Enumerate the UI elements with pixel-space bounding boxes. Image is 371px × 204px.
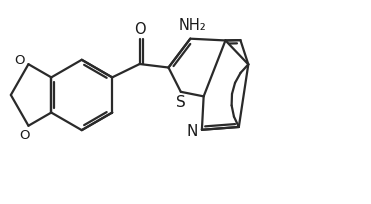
Text: O: O	[135, 22, 146, 37]
Text: NH₂: NH₂	[178, 18, 206, 33]
Text: N: N	[186, 124, 198, 139]
Text: O: O	[14, 54, 25, 67]
Text: O: O	[20, 129, 30, 142]
Text: S: S	[176, 95, 186, 110]
